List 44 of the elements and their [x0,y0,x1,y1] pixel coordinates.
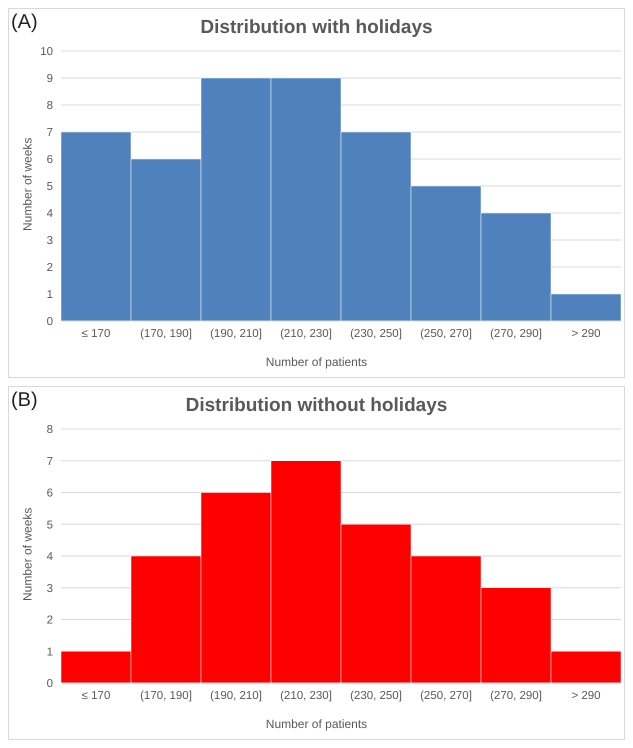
x-tick-label: (170, 190] [140,328,192,340]
x-tick-label: (230, 250] [350,328,402,340]
x-tick-label: (170, 190] [140,690,192,702]
y-axis-title: Number of weeks [20,508,34,601]
y-tick-label: 5 [46,519,53,532]
y-tick-label: 6 [46,488,53,500]
x-tick-label: (250, 270] [420,690,472,702]
y-tick-label: 1 [46,289,53,302]
y-tick-label: 7 [46,456,53,468]
y-tick-label: 3 [46,235,53,248]
x-tick-label: ≤ 170 [82,690,110,702]
x-tick-label: > 290 [571,690,601,702]
y-tick-label: 2 [46,614,53,627]
x-tick-label: ≤ 170 [82,328,110,340]
y-tick-label: 0 [46,316,53,328]
y-tick-label: 5 [46,181,53,194]
y-axis-title: Number of weeks [20,138,34,231]
x-tick-label: (230, 250] [350,690,402,702]
chart-title: Distribution without holidays [186,395,448,416]
y-tick-label: 7 [46,127,53,140]
y-tick-label: 3 [46,582,53,595]
x-tick-label: (270, 290] [490,328,542,340]
y-tick-label: 8 [46,424,53,436]
y-tick-label: 4 [46,551,54,564]
x-axis-title: Number of patients [264,355,368,369]
y-tick-label: 0 [46,678,53,690]
text: (A) [11,11,38,34]
x-tick-label: (190, 210] [210,690,262,702]
x-tick-label: (190, 210] [210,328,262,340]
x-axis-title: Number of patients [264,717,368,731]
y-tick-label: 8 [46,100,53,112]
x-tick-label: (210, 230] [280,328,332,340]
y-tick-label: 10 [40,46,53,58]
text: (B) [11,389,38,412]
y-tick-label: 1 [46,646,53,658]
y-tick-label: 2 [46,262,53,274]
chart-title: Distribution with holidays [200,17,433,38]
x-tick-label: > 290 [571,328,601,340]
y-tick-label: 9 [46,73,53,86]
y-tick-label: 6 [46,154,53,166]
y-tick-label: 4 [46,208,54,220]
x-tick-label: (250, 270] [420,328,472,340]
x-tick-label: (270, 290] [490,690,542,702]
x-tick-label: (210, 230] [280,690,332,702]
